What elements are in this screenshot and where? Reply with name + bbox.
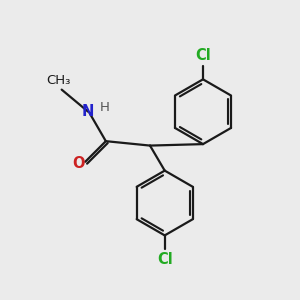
Text: N: N [82, 104, 94, 119]
Text: Cl: Cl [157, 252, 172, 267]
Text: O: O [73, 156, 85, 171]
Text: H: H [100, 101, 110, 114]
Text: CH₃: CH₃ [46, 74, 71, 87]
Text: Cl: Cl [195, 48, 211, 63]
